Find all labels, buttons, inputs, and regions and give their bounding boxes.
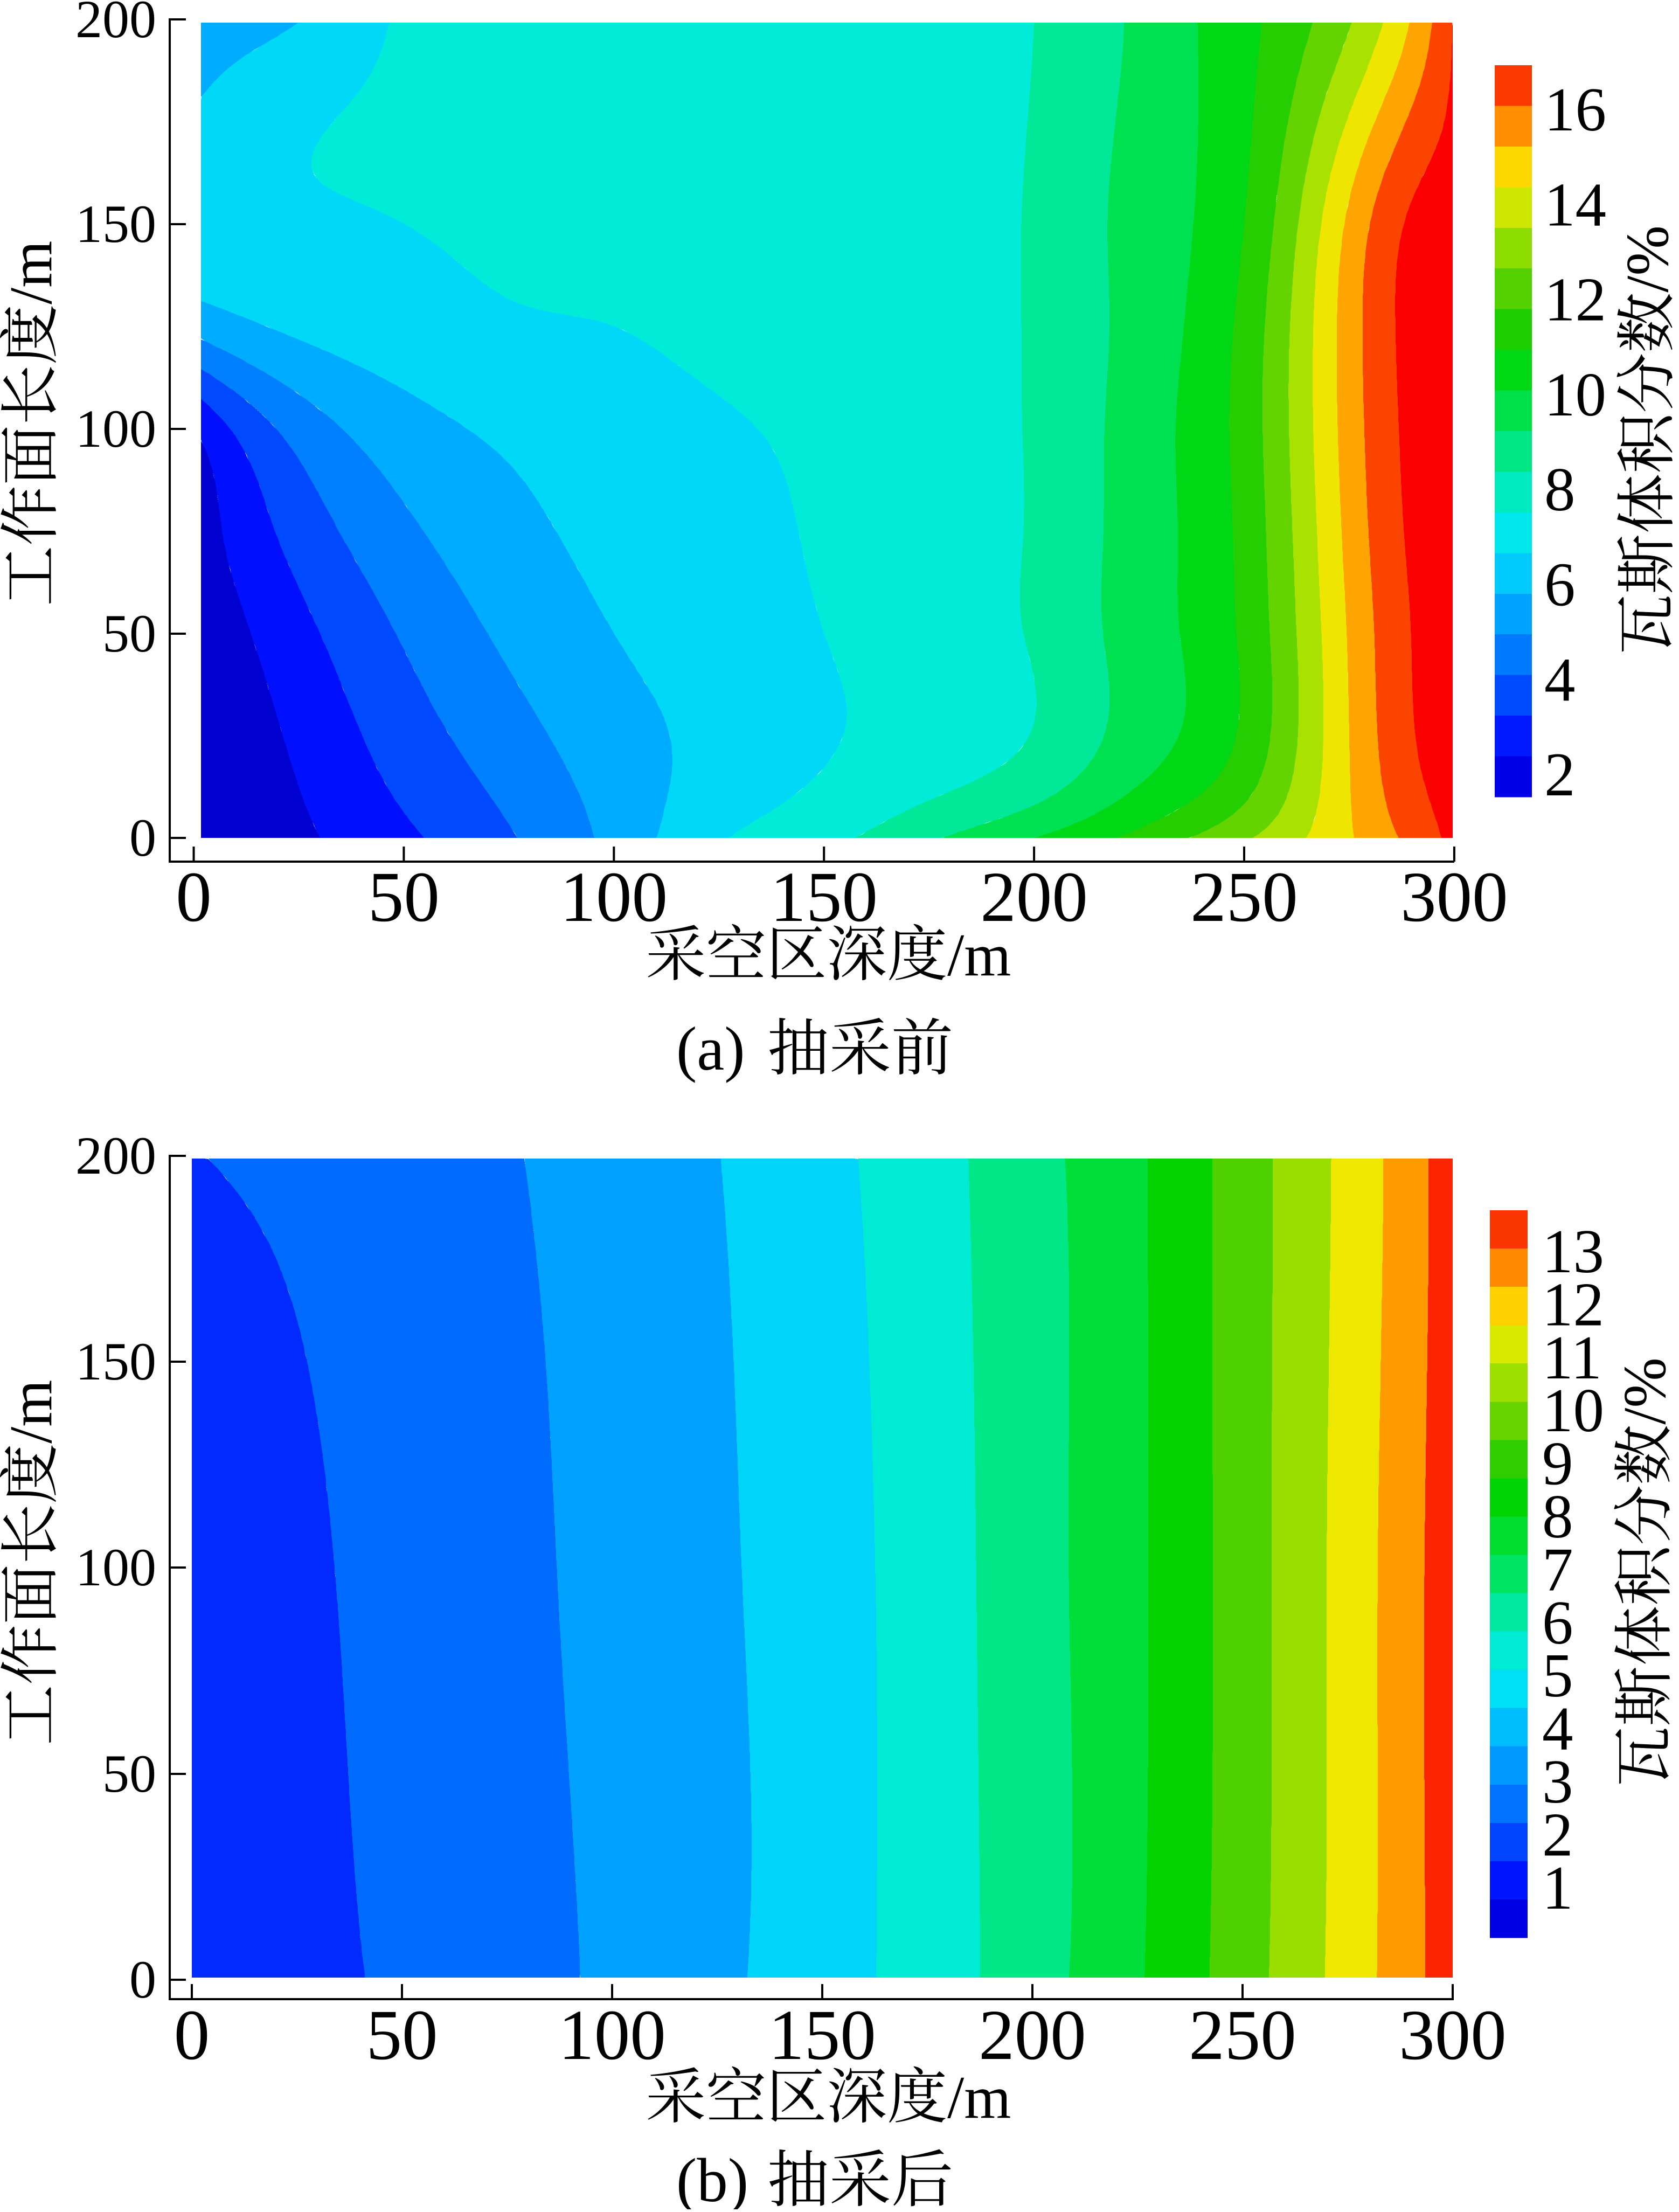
svg-text:/%: /% xyxy=(1614,225,1679,292)
svg-text:100: 100 xyxy=(558,1995,666,2075)
svg-text:0: 0 xyxy=(129,808,156,868)
svg-text:50: 50 xyxy=(366,1995,438,2075)
svg-text:0: 0 xyxy=(176,857,212,937)
svg-text:200: 200 xyxy=(75,1126,156,1185)
svg-text:150: 150 xyxy=(75,1332,156,1391)
svg-text:100: 100 xyxy=(75,399,156,459)
svg-text:5: 5 xyxy=(1542,1641,1573,1710)
svg-text:250: 250 xyxy=(1189,1995,1296,2075)
svg-text:8: 8 xyxy=(1542,1482,1573,1551)
svg-text:100: 100 xyxy=(560,857,668,937)
svg-text:0: 0 xyxy=(174,1995,210,2075)
svg-text:14: 14 xyxy=(1544,170,1606,239)
svg-text:/m: /m xyxy=(947,922,1011,989)
svg-text:150: 150 xyxy=(770,857,878,937)
svg-text:/m: /m xyxy=(0,241,65,304)
svg-text:2: 2 xyxy=(1544,740,1576,809)
svg-text:4: 4 xyxy=(1542,1695,1573,1763)
svg-text:10: 10 xyxy=(1544,360,1606,429)
svg-text:300: 300 xyxy=(1400,857,1508,937)
svg-text:/m: /m xyxy=(0,1380,65,1444)
svg-text:50: 50 xyxy=(368,857,440,937)
svg-text:10: 10 xyxy=(1542,1376,1604,1445)
svg-text:11: 11 xyxy=(1542,1323,1602,1392)
svg-text:(a): (a) xyxy=(676,1015,745,1083)
svg-text:100: 100 xyxy=(75,1537,156,1597)
svg-text:(b): (b) xyxy=(676,2146,748,2209)
svg-text:250: 250 xyxy=(1190,857,1298,937)
svg-text:6: 6 xyxy=(1544,551,1576,619)
svg-text:50: 50 xyxy=(102,604,156,663)
svg-text:/%: /% xyxy=(1612,1357,1678,1424)
svg-text:13: 13 xyxy=(1542,1217,1604,1286)
svg-text:2: 2 xyxy=(1542,1800,1573,1869)
svg-text:300: 300 xyxy=(1399,1995,1507,2075)
svg-text:150: 150 xyxy=(75,194,156,254)
svg-text:12: 12 xyxy=(1542,1270,1604,1339)
svg-text:200: 200 xyxy=(979,1995,1086,2075)
svg-text:12: 12 xyxy=(1544,266,1606,334)
svg-text:1: 1 xyxy=(1542,1854,1573,1922)
svg-text:3: 3 xyxy=(1542,1748,1573,1816)
svg-text:200: 200 xyxy=(75,0,156,49)
svg-text:7: 7 xyxy=(1542,1535,1573,1604)
svg-text:6: 6 xyxy=(1542,1589,1573,1657)
svg-text:200: 200 xyxy=(980,857,1088,937)
svg-text:0: 0 xyxy=(129,1950,156,2009)
svg-text:150: 150 xyxy=(768,1995,876,2075)
svg-text:8: 8 xyxy=(1544,455,1576,524)
svg-text:9: 9 xyxy=(1542,1430,1573,1498)
svg-text:50: 50 xyxy=(102,1744,156,1804)
svg-text:/m: /m xyxy=(947,2064,1011,2131)
svg-text:4: 4 xyxy=(1544,646,1576,714)
svg-text:16: 16 xyxy=(1544,75,1606,144)
